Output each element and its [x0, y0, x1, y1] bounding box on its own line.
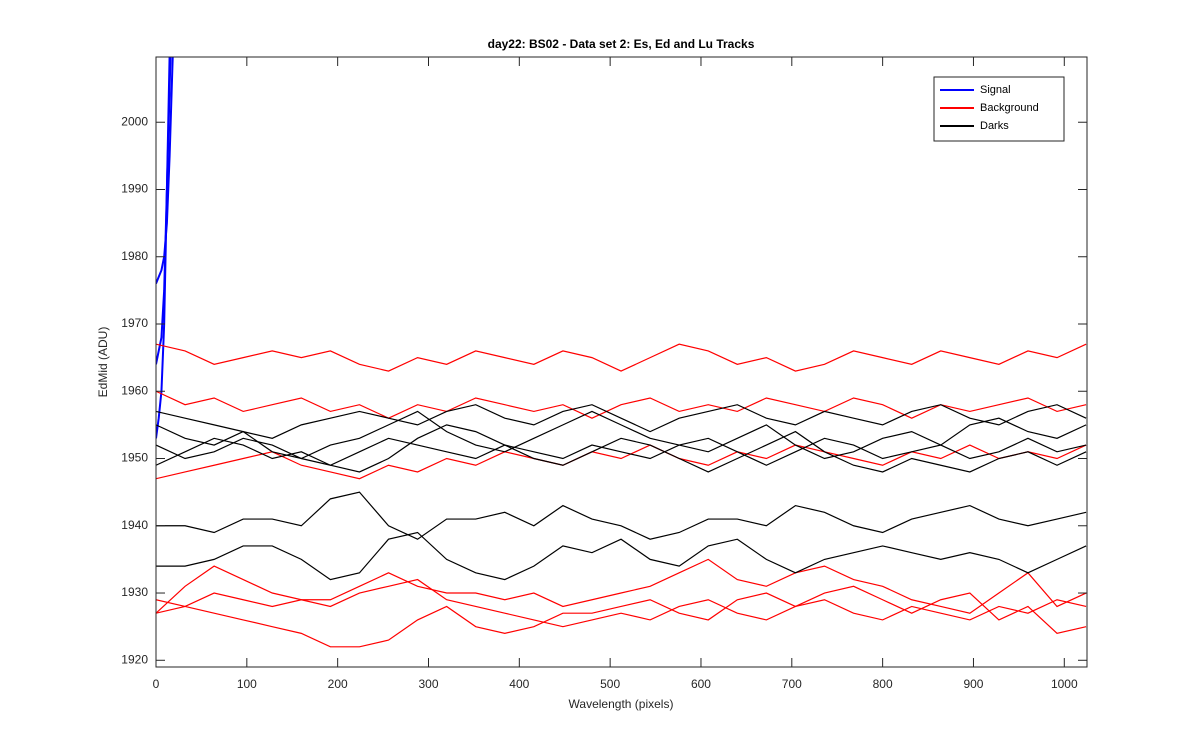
x-tick-label: 800 [873, 677, 893, 691]
data-line [156, 531, 1087, 581]
x-tick-label: 600 [691, 677, 711, 691]
data-line [156, 437, 1087, 466]
y-axis-label: EdMid (ADU) [96, 327, 110, 398]
y-tick-label: 1970 [121, 316, 148, 330]
lines [156, 57, 1087, 648]
x-axis-label: Wavelength (pixels) [569, 697, 674, 711]
x-tick-label: 500 [600, 677, 620, 691]
axes: 0 100 200 300 400 500 600 700 800 900 1000 1920 1930… [121, 56, 1088, 691]
y-tick-label: 1950 [121, 451, 148, 465]
y-tick-label: 1930 [121, 585, 148, 599]
plot-area [156, 57, 1087, 667]
chart-title: day22: BS02 - Data set 2: Es, Ed and Lu … [488, 37, 755, 51]
x-tick-label: 1000 [1051, 677, 1078, 691]
data-line [156, 585, 1087, 648]
x-tick-label: 0 [153, 677, 160, 691]
data-line [156, 404, 1087, 439]
legend-label: Darks [980, 120, 1009, 132]
data-line [156, 57, 172, 365]
y-tick-label: 1960 [121, 383, 148, 397]
x-tick-label: 300 [418, 677, 438, 691]
y-tick-label: 1980 [121, 249, 148, 263]
y-tick-label: 2000 [121, 114, 148, 128]
data-line [156, 578, 1087, 628]
y-tick-label: 1940 [121, 518, 148, 532]
x-tick-label: 900 [963, 677, 983, 691]
legend-label: Signal [980, 84, 1011, 96]
y-tick-label: 1920 [121, 652, 148, 666]
data-line [156, 444, 1087, 480]
x-tick-label: 700 [782, 677, 802, 691]
data-line [156, 491, 1087, 540]
data-line [156, 424, 1087, 473]
data-line [156, 410, 1087, 460]
x-tick-label: 100 [237, 677, 257, 691]
axes-box [155, 56, 1088, 668]
data-line [156, 390, 1087, 419]
y-tick-label: 1990 [121, 182, 148, 196]
legend-label: Background [980, 102, 1039, 114]
x-tick-label: 200 [328, 677, 348, 691]
data-line [156, 343, 1087, 372]
x-tick-label: 400 [509, 677, 529, 691]
